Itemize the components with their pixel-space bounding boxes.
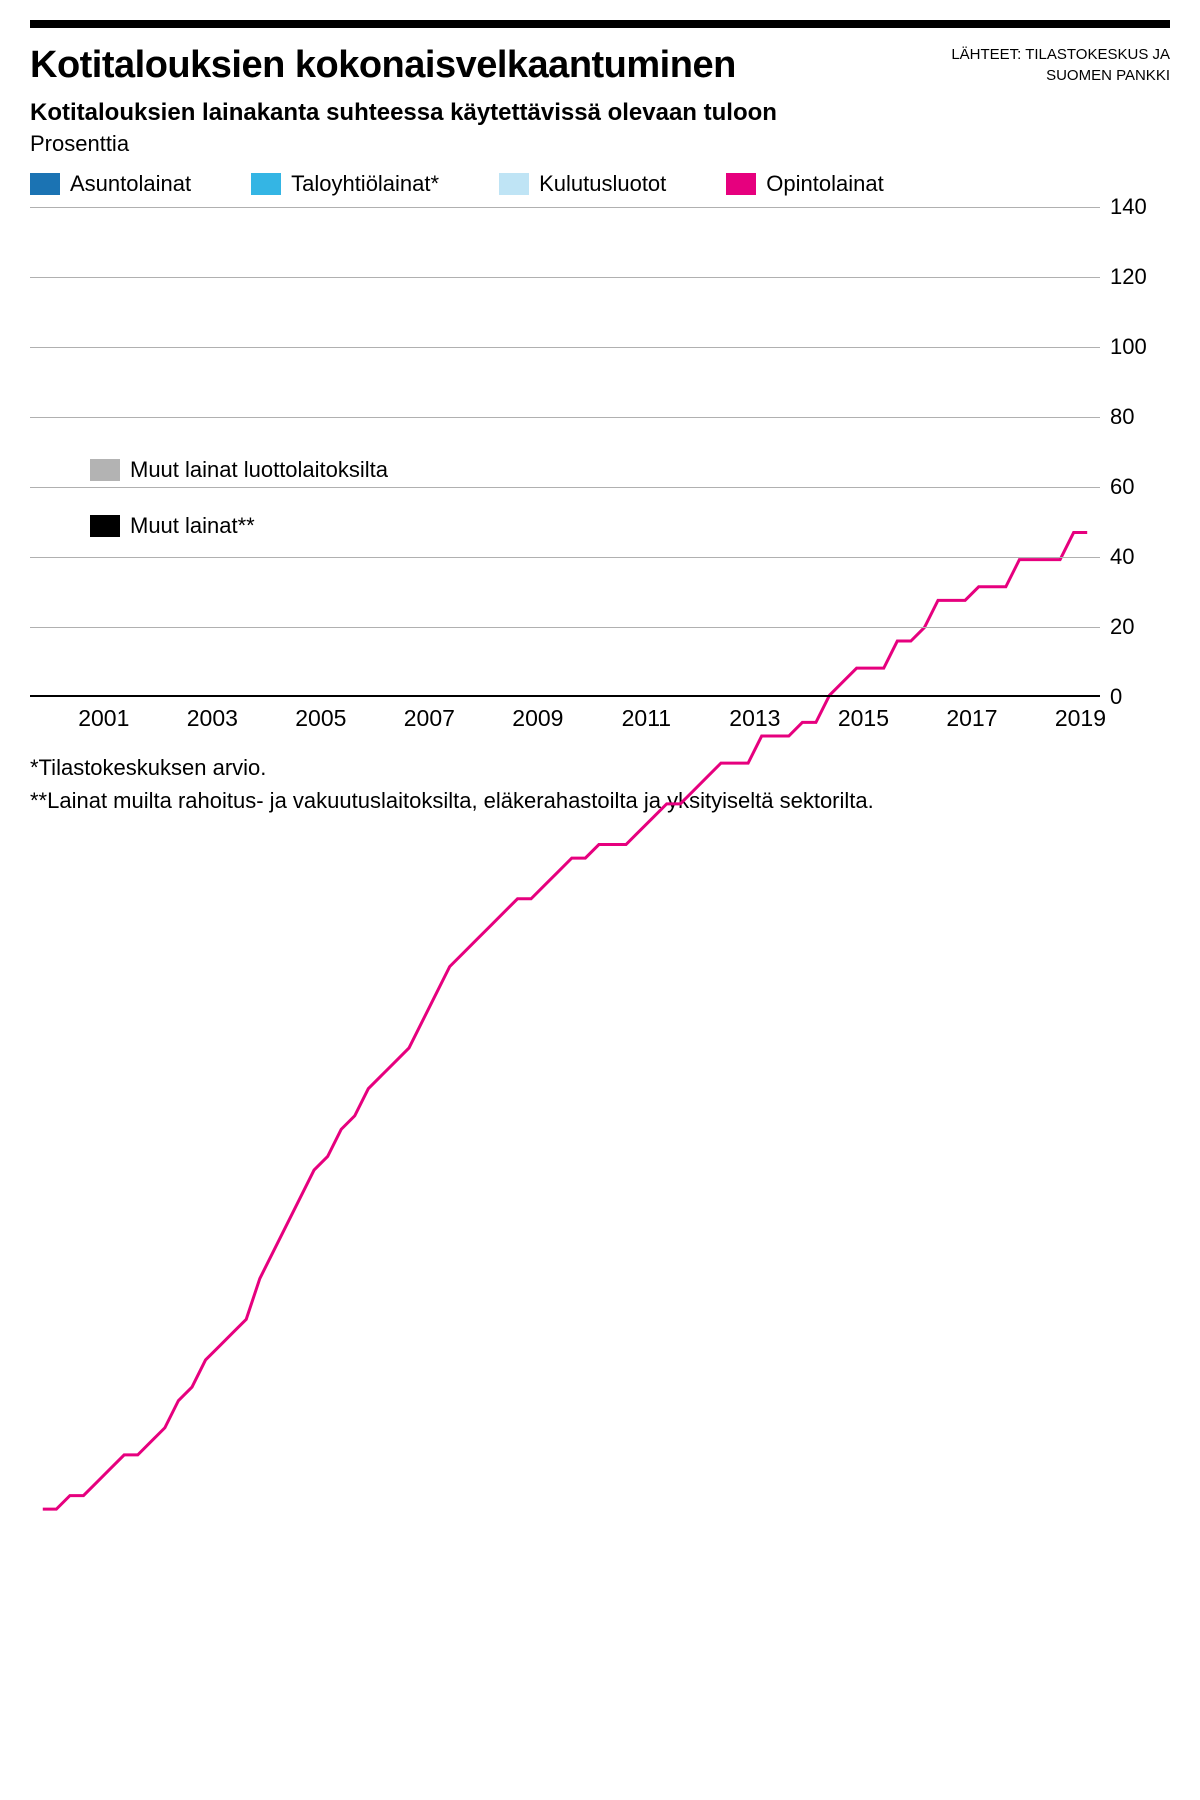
header-row: Kotitalouksien kokonaisvelkaantuminen LÄ… bbox=[30, 44, 1170, 87]
legend-label: Opintolainat bbox=[766, 171, 883, 197]
y-axis-label: 20 bbox=[1110, 614, 1160, 640]
x-axis-label: 2017 bbox=[946, 705, 997, 732]
y-axis-label: 40 bbox=[1110, 544, 1160, 570]
legend-item: Opintolainat bbox=[726, 171, 883, 197]
y-axis-label: 140 bbox=[1110, 194, 1160, 220]
gridline bbox=[30, 627, 1100, 628]
gridline bbox=[30, 277, 1100, 278]
chart-plot: 020406080100120140 bbox=[30, 207, 1100, 697]
footnote-1: *Tilastokeskuksen arvio. bbox=[30, 751, 1170, 784]
gridline bbox=[30, 487, 1100, 488]
footnote-2: **Lainat muilta rahoitus- ja vakuutuslai… bbox=[30, 784, 1170, 817]
gridline bbox=[30, 347, 1100, 348]
x-axis-label: 2019 bbox=[1055, 705, 1106, 732]
legend-item: Kulutusluotot bbox=[499, 171, 666, 197]
legend-label: Kulutusluotot bbox=[539, 171, 666, 197]
chart-container: Muut lainat luottolaitoksiltaMuut lainat… bbox=[30, 207, 1170, 737]
legend-swatch bbox=[30, 173, 60, 195]
legend-item: Taloyhtiölainat* bbox=[251, 171, 439, 197]
gridline bbox=[30, 417, 1100, 418]
x-axis-label: 2011 bbox=[622, 705, 671, 732]
legend-label: Asuntolainat bbox=[70, 171, 191, 197]
y-axis-label: 80 bbox=[1110, 404, 1160, 430]
top-accent-bar bbox=[30, 20, 1170, 28]
sources: LÄHTEET: TILASTOKESKUS JA SUOMEN PANKKI bbox=[951, 44, 1170, 86]
sources-line-1: LÄHTEET: TILASTOKESKUS JA bbox=[951, 44, 1170, 65]
sources-line-2: SUOMEN PANKKI bbox=[951, 65, 1170, 86]
chart-unit: Prosenttia bbox=[30, 131, 1170, 157]
y-axis-label: 100 bbox=[1110, 334, 1160, 360]
y-axis-label: 0 bbox=[1110, 684, 1160, 710]
x-axis-label: 2003 bbox=[187, 705, 238, 732]
legend-swatch bbox=[251, 173, 281, 195]
x-axis-label: 2005 bbox=[295, 705, 346, 732]
footnotes: *Tilastokeskuksen arvio. **Lainat muilta… bbox=[30, 751, 1170, 817]
bars-container bbox=[36, 207, 1094, 697]
x-axis-label: 2015 bbox=[838, 705, 889, 732]
y-axis-label: 60 bbox=[1110, 474, 1160, 500]
legend-item: Asuntolainat bbox=[30, 171, 191, 197]
chart-subtitle: Kotitalouksien lainakanta suhteessa käyt… bbox=[30, 99, 1170, 127]
legend-swatch bbox=[499, 173, 529, 195]
x-axis-labels: 2001200320052007200920112013201520172019 bbox=[36, 697, 1094, 737]
x-axis-label: 2013 bbox=[729, 705, 780, 732]
chart-title: Kotitalouksien kokonaisvelkaantuminen bbox=[30, 44, 736, 87]
gridline bbox=[30, 557, 1100, 558]
legend-main: Asuntolainat Taloyhtiölainat* Kulutusluoto… bbox=[30, 171, 1170, 197]
y-axis-label: 120 bbox=[1110, 264, 1160, 290]
legend-label: Taloyhtiölainat* bbox=[291, 171, 439, 197]
x-axis-label: 2007 bbox=[404, 705, 455, 732]
gridline bbox=[30, 207, 1100, 208]
x-axis-label: 2001 bbox=[78, 705, 129, 732]
legend-swatch bbox=[726, 173, 756, 195]
x-axis-label: 2009 bbox=[512, 705, 563, 732]
